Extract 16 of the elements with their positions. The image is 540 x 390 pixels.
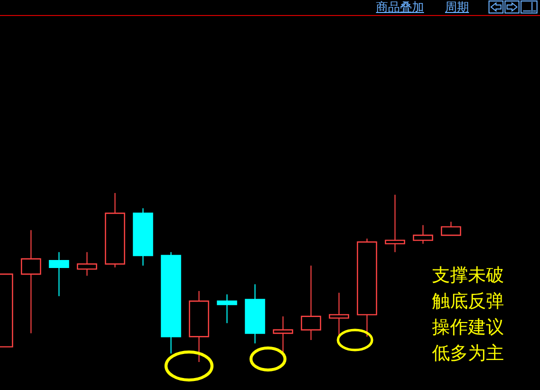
annotation: 支撑未破 xyxy=(432,264,504,288)
annotation: 低多为主 xyxy=(432,342,504,366)
annotation: 触底反弹 xyxy=(432,290,504,314)
candlestick xyxy=(412,224,434,244)
candlestick xyxy=(20,230,42,334)
candlestick xyxy=(272,316,294,354)
candlestick xyxy=(440,221,462,236)
candlestick xyxy=(384,194,406,253)
text: 商品叠加 xyxy=(376,0,424,14)
candlestick xyxy=(76,252,98,276)
candlestick xyxy=(300,265,322,341)
text: 周期 xyxy=(445,0,469,14)
candlestick xyxy=(328,292,350,336)
candlestick xyxy=(48,252,70,297)
annotation: 操作建议 xyxy=(432,316,504,340)
candlestick xyxy=(216,294,238,324)
